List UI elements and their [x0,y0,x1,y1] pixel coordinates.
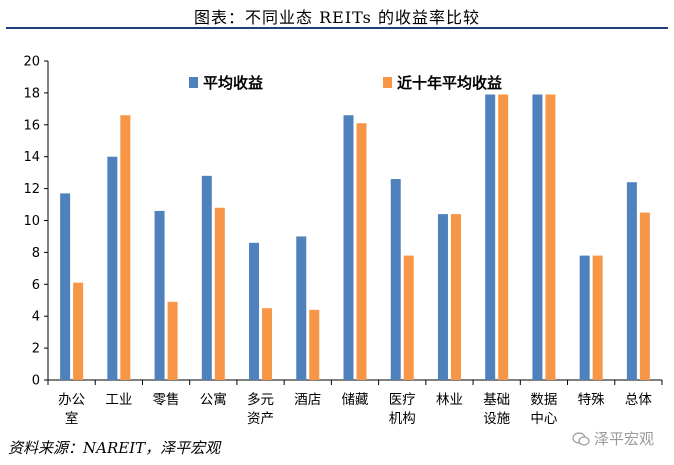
legend: 平均收益 近十年平均收益 [189,74,502,92]
y-tick-label: 14 [23,150,40,165]
y-tick-label: 10 [23,214,40,229]
x-tick-label: 室 [65,410,79,427]
y-tick-label: 12 [23,182,40,197]
chart-title: 图表：不同业态 REITs 的收益率比较 [194,8,480,27]
bar [437,214,448,380]
bar [592,255,603,380]
y-tick-label: 8 [32,246,40,261]
bar [532,94,543,381]
x-tick-label: 基础 [483,391,510,408]
x-tick-label: 总体 [625,392,653,408]
y-tick-label: 2 [32,342,40,357]
legend-label: 近十年平均收益 [397,74,502,92]
y-tick-label: 4 [32,310,40,325]
watermark: 泽平宏观 [572,428,654,449]
y-tick-label: 6 [32,278,40,293]
y-tick-label: 0 [32,374,40,389]
x-tick-label: 特殊 [578,392,605,408]
bar [309,309,320,380]
x-tick-label: 办公 [58,392,85,408]
y-tick-label: 18 [23,86,40,101]
bar [214,207,225,380]
x-tick-label: 公寓 [200,391,227,408]
bar [403,255,414,380]
x-tick-label: 医疗 [389,392,416,408]
watermark-text: 泽平宏观 [593,430,654,448]
wechat-icon [572,431,590,446]
x-tick-label: 数据 [530,392,557,408]
bar [249,242,260,380]
x-tick-label: 工业 [105,392,132,408]
x-tick-label: 林业 [436,392,463,408]
bar [498,94,509,381]
title-rule [6,27,668,29]
bar [579,255,590,380]
x-tick-label: 机构 [389,411,416,427]
x-tick-label: 多元 [247,391,274,408]
x-tick-label: 中心 [530,411,558,427]
bar [167,301,178,380]
bar [450,214,461,380]
x-tick-label: 零售 [153,392,180,408]
bar [545,94,556,381]
bar [390,179,401,380]
legend-label: 平均收益 [203,74,263,92]
bar [296,236,307,380]
bar [639,212,650,380]
bar [154,210,165,380]
y-tick-label: 20 [23,55,40,70]
bar [356,123,367,380]
bar [343,115,354,380]
bar [60,193,71,380]
source-note: 资料来源：NAREIT，泽平宏观 [8,439,221,457]
bar [107,156,118,380]
bar [626,182,637,380]
bar [485,94,496,381]
bar [73,282,84,380]
bars [60,94,650,381]
x-tick-label: 储藏 [342,392,369,408]
legend-swatch [383,77,392,88]
x-tick-label: 资产 [247,411,274,427]
x-tick-label: 设施 [483,411,510,427]
y-tick-label: 16 [23,118,40,133]
bar [201,175,212,380]
legend-swatch [189,77,198,88]
x-tick-label: 酒店 [294,392,321,408]
bar [262,308,273,380]
bar [120,115,131,380]
